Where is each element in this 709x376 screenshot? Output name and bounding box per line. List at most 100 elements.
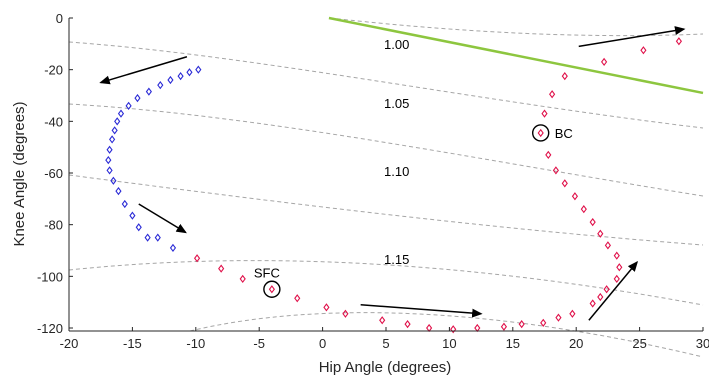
contour-label-1-05: 1.05 — [384, 96, 409, 111]
series-2-point-31 — [545, 150, 552, 160]
series-2-point-27 — [580, 205, 587, 214]
x-axis-title: Hip Angle (degrees) — [319, 359, 452, 376]
contour-line-4 — [68, 174, 704, 246]
contour-line-5 — [68, 260, 704, 306]
series-2-point-1 — [193, 254, 201, 263]
contour-line-6 — [189, 312, 704, 358]
series-1-point-8 — [125, 101, 132, 110]
x-tick-label-7: 15 — [506, 336, 520, 351]
y-tick-label-2: -40 — [44, 114, 63, 129]
series-1-point-9 — [117, 109, 125, 118]
y-tick-label-0: 0 — [56, 11, 63, 26]
contour-label-1-15: 1.15 — [384, 252, 409, 267]
series-1-point-17 — [115, 186, 122, 196]
series-2-point-17 — [569, 309, 576, 318]
series-2-point-18 — [589, 299, 596, 308]
series-2-point-34 — [549, 90, 556, 99]
series-2-point-14 — [518, 320, 525, 329]
series-1-point-2 — [186, 68, 193, 77]
contour-label-1-10: 1.10 — [384, 164, 409, 179]
x-tick-label-9: 25 — [632, 336, 646, 351]
series-1-point-21 — [144, 233, 151, 242]
annotation-circle-sfc — [263, 280, 281, 298]
series-2-point-6 — [323, 303, 330, 312]
series-2-point-32 — [537, 128, 544, 138]
series-2-point-13 — [500, 322, 508, 331]
contour-line-1 — [329, 17, 704, 37]
x-tick-label-1: -15 — [123, 336, 142, 351]
series-2-point-36 — [601, 57, 608, 67]
series-1-point-22 — [154, 233, 161, 242]
annotations: BC SFC — [254, 124, 573, 298]
y-tick-label-6: -120 — [37, 321, 63, 336]
series-2-point-11 — [450, 325, 457, 334]
series-2-point-2 — [218, 264, 225, 273]
direction-arrows — [99, 26, 686, 321]
direction-arrow-1 — [99, 56, 188, 85]
series-1-point-16 — [110, 176, 117, 185]
series-1-point-15 — [106, 166, 113, 175]
series-2-point-22 — [616, 263, 623, 272]
series-1-point-18 — [121, 199, 128, 209]
series-2-point-16 — [555, 313, 562, 322]
series-2-point-4 — [268, 285, 275, 294]
series-1-point-12 — [109, 135, 116, 144]
y-axis-title: Knee Angle (degrees) — [11, 101, 28, 246]
series-1-point-5 — [157, 81, 164, 90]
series-1-point-13 — [106, 145, 113, 154]
boundary-line-segment — [328, 16, 704, 95]
x-tick-label-5: 5 — [382, 336, 389, 351]
series-1-point-6 — [145, 87, 152, 96]
series-2-point-25 — [597, 229, 604, 238]
series-1-point-11 — [111, 126, 118, 135]
boundary-line — [328, 16, 704, 95]
axes: -20 -15 -10 -5 0 5 10 15 20 25 30 0 -20 -40 -60 -80 -100… — [37, 11, 709, 351]
x-tick-label-10: 30 — [696, 336, 709, 351]
series-2-point-37 — [640, 46, 647, 55]
y-tick-label-3: -60 — [44, 166, 63, 181]
series-1-point-19 — [129, 211, 136, 220]
series-2-point-38 — [675, 37, 682, 46]
series-2-point-30 — [552, 166, 559, 175]
y-tick-label-4: -80 — [44, 218, 63, 233]
series-2-point-21 — [613, 274, 620, 284]
series-1-point-23 — [169, 243, 177, 253]
annotation-circle-bc — [531, 124, 550, 142]
direction-arrow-2 — [138, 203, 187, 234]
series-2-point-19 — [597, 292, 604, 302]
contour-label-1-00: 1.00 — [384, 37, 409, 52]
series-2-point-9 — [404, 320, 411, 329]
series-1-point-4 — [167, 75, 174, 85]
series-2-point-3 — [239, 274, 246, 284]
series-2-point-28 — [571, 192, 579, 201]
series-2-point-29 — [561, 179, 568, 188]
y-tick-label-5: -100 — [37, 269, 63, 284]
series-2-point-24 — [604, 241, 611, 250]
series-1-point-7 — [134, 93, 141, 103]
series-2-point-20 — [603, 285, 610, 294]
series-2-point-10 — [426, 323, 433, 333]
x-tick-label-0: -20 — [60, 336, 79, 351]
series-1-point-10 — [114, 117, 121, 126]
series-2-point-15 — [540, 318, 547, 327]
series-2-point-23 — [613, 251, 620, 260]
series-1-point-14 — [105, 155, 112, 165]
x-tick-label-4: 0 — [319, 336, 326, 351]
series-2-point-8 — [379, 316, 386, 325]
annotation-label-bc: BC — [555, 126, 573, 141]
y-tick-label-1: -20 — [44, 63, 63, 78]
series-2-point-35 — [561, 72, 568, 81]
series-2-point-12 — [474, 323, 481, 333]
annotation-label-sfc: SFC — [254, 265, 280, 280]
series-2-point-5 — [294, 294, 301, 303]
direction-arrow-4 — [588, 260, 639, 321]
contour-line-2 — [68, 41, 704, 129]
x-tick-label-8: 20 — [569, 336, 583, 351]
direction-arrow-5 — [578, 26, 686, 48]
series-2-point-33 — [541, 109, 548, 118]
series-2-point-7 — [342, 309, 349, 318]
series-2-point-26 — [589, 217, 596, 227]
x-tick-label-3: -5 — [253, 336, 265, 351]
contour-line-3 — [68, 103, 704, 197]
